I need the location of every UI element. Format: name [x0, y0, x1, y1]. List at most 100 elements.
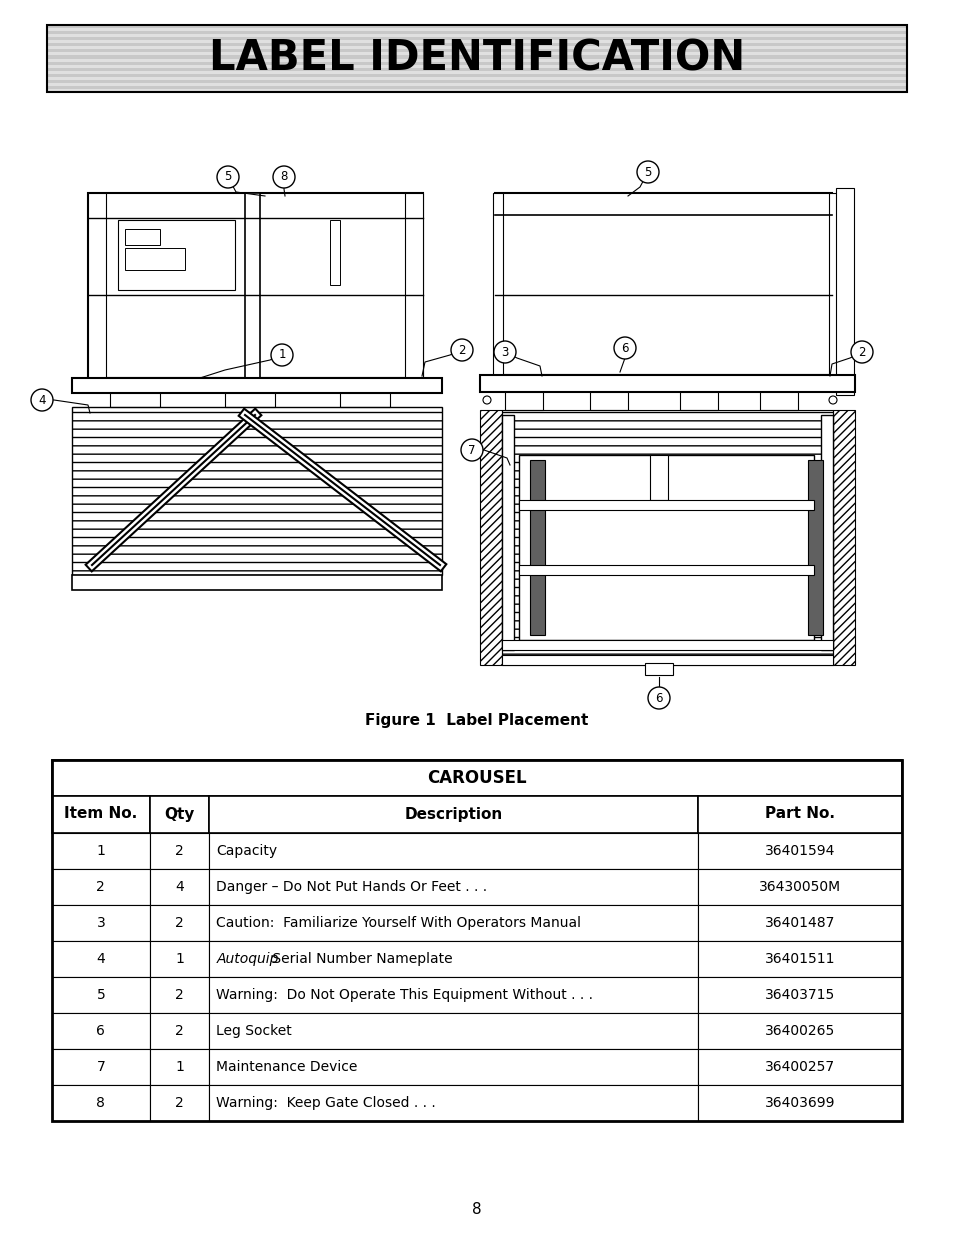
- Text: 8: 8: [472, 1203, 481, 1218]
- Text: 6: 6: [655, 692, 662, 704]
- Bar: [501, 640, 832, 650]
- Text: 7: 7: [96, 1060, 105, 1074]
- Bar: [71, 576, 441, 590]
- Bar: [150, 977, 209, 1013]
- Bar: [52, 941, 150, 977]
- Text: 36401487: 36401487: [764, 916, 834, 930]
- Bar: [209, 869, 698, 905]
- Circle shape: [828, 396, 836, 404]
- Bar: [52, 760, 901, 1121]
- Bar: [504, 391, 542, 410]
- Bar: [518, 564, 813, 576]
- Bar: [493, 193, 502, 375]
- Bar: [679, 391, 718, 410]
- Bar: [495, 193, 831, 375]
- Bar: [150, 869, 209, 905]
- Bar: [832, 410, 854, 664]
- Text: 8: 8: [280, 170, 288, 184]
- Bar: [47, 49, 906, 52]
- Text: 1: 1: [96, 844, 105, 858]
- Bar: [518, 454, 813, 640]
- Circle shape: [273, 165, 294, 188]
- Bar: [698, 832, 901, 869]
- Bar: [150, 1049, 209, 1086]
- Text: Capacity: Capacity: [216, 844, 277, 858]
- Bar: [339, 393, 390, 408]
- Bar: [47, 77, 906, 80]
- Text: 2: 2: [96, 881, 105, 894]
- Bar: [110, 393, 160, 408]
- Circle shape: [850, 341, 872, 363]
- Bar: [125, 248, 185, 270]
- Bar: [52, 1013, 150, 1049]
- Bar: [649, 454, 667, 500]
- Bar: [479, 375, 854, 391]
- Bar: [150, 1013, 209, 1049]
- Text: Warning:  Do Not Operate This Equipment Without . . .: Warning: Do Not Operate This Equipment W…: [216, 988, 593, 1002]
- Text: 36400265: 36400265: [764, 1024, 834, 1037]
- Circle shape: [614, 337, 636, 359]
- Bar: [501, 415, 514, 650]
- Bar: [118, 220, 234, 290]
- Text: 6: 6: [96, 1024, 105, 1037]
- Bar: [209, 941, 698, 977]
- Bar: [47, 28, 906, 31]
- Bar: [209, 977, 698, 1013]
- Bar: [47, 64, 906, 68]
- Bar: [209, 1013, 698, 1049]
- Text: 36430050M: 36430050M: [759, 881, 841, 894]
- Bar: [698, 797, 901, 832]
- Text: 1: 1: [175, 952, 184, 966]
- Bar: [47, 25, 906, 28]
- Text: Maintenance Device: Maintenance Device: [216, 1060, 357, 1074]
- Bar: [501, 410, 832, 664]
- Bar: [47, 86, 906, 89]
- Bar: [698, 1086, 901, 1121]
- Bar: [209, 1086, 698, 1121]
- Circle shape: [451, 338, 473, 361]
- Bar: [47, 68, 906, 70]
- Bar: [52, 1086, 150, 1121]
- Bar: [698, 869, 901, 905]
- Bar: [698, 977, 901, 1013]
- Text: Leg Socket: Leg Socket: [216, 1024, 292, 1037]
- Bar: [47, 31, 906, 35]
- Bar: [698, 1013, 901, 1049]
- Bar: [150, 1086, 209, 1121]
- Text: 3: 3: [500, 346, 508, 358]
- Text: 2: 2: [457, 343, 465, 357]
- Bar: [807, 459, 822, 635]
- Bar: [150, 832, 209, 869]
- Text: 2: 2: [175, 1024, 184, 1037]
- Bar: [52, 1049, 150, 1086]
- Text: 3: 3: [96, 916, 105, 930]
- Text: 36403699: 36403699: [764, 1095, 835, 1110]
- Text: 8: 8: [96, 1095, 105, 1110]
- Bar: [52, 797, 150, 832]
- Text: 6: 6: [620, 342, 628, 354]
- Text: CAROUSEL: CAROUSEL: [427, 769, 526, 787]
- Bar: [698, 905, 901, 941]
- Text: 1: 1: [278, 348, 286, 362]
- Circle shape: [637, 161, 659, 183]
- Text: 4: 4: [38, 394, 46, 406]
- Bar: [47, 41, 906, 43]
- Text: Danger – Do Not Put Hands Or Feet . . .: Danger – Do Not Put Hands Or Feet . . .: [216, 881, 487, 894]
- Bar: [225, 393, 274, 408]
- Bar: [644, 663, 672, 676]
- Text: 2: 2: [175, 988, 184, 1002]
- Text: Figure 1  Label Placement: Figure 1 Label Placement: [365, 713, 588, 727]
- Bar: [209, 1049, 698, 1086]
- Text: 2: 2: [858, 346, 864, 358]
- Bar: [71, 378, 441, 393]
- Bar: [209, 797, 698, 832]
- Bar: [209, 905, 698, 941]
- Bar: [589, 391, 627, 410]
- Text: 2: 2: [175, 1095, 184, 1110]
- Text: 5: 5: [224, 170, 232, 184]
- Text: 7: 7: [468, 443, 476, 457]
- Circle shape: [647, 687, 669, 709]
- Bar: [52, 869, 150, 905]
- Bar: [52, 977, 150, 1013]
- Bar: [47, 80, 906, 83]
